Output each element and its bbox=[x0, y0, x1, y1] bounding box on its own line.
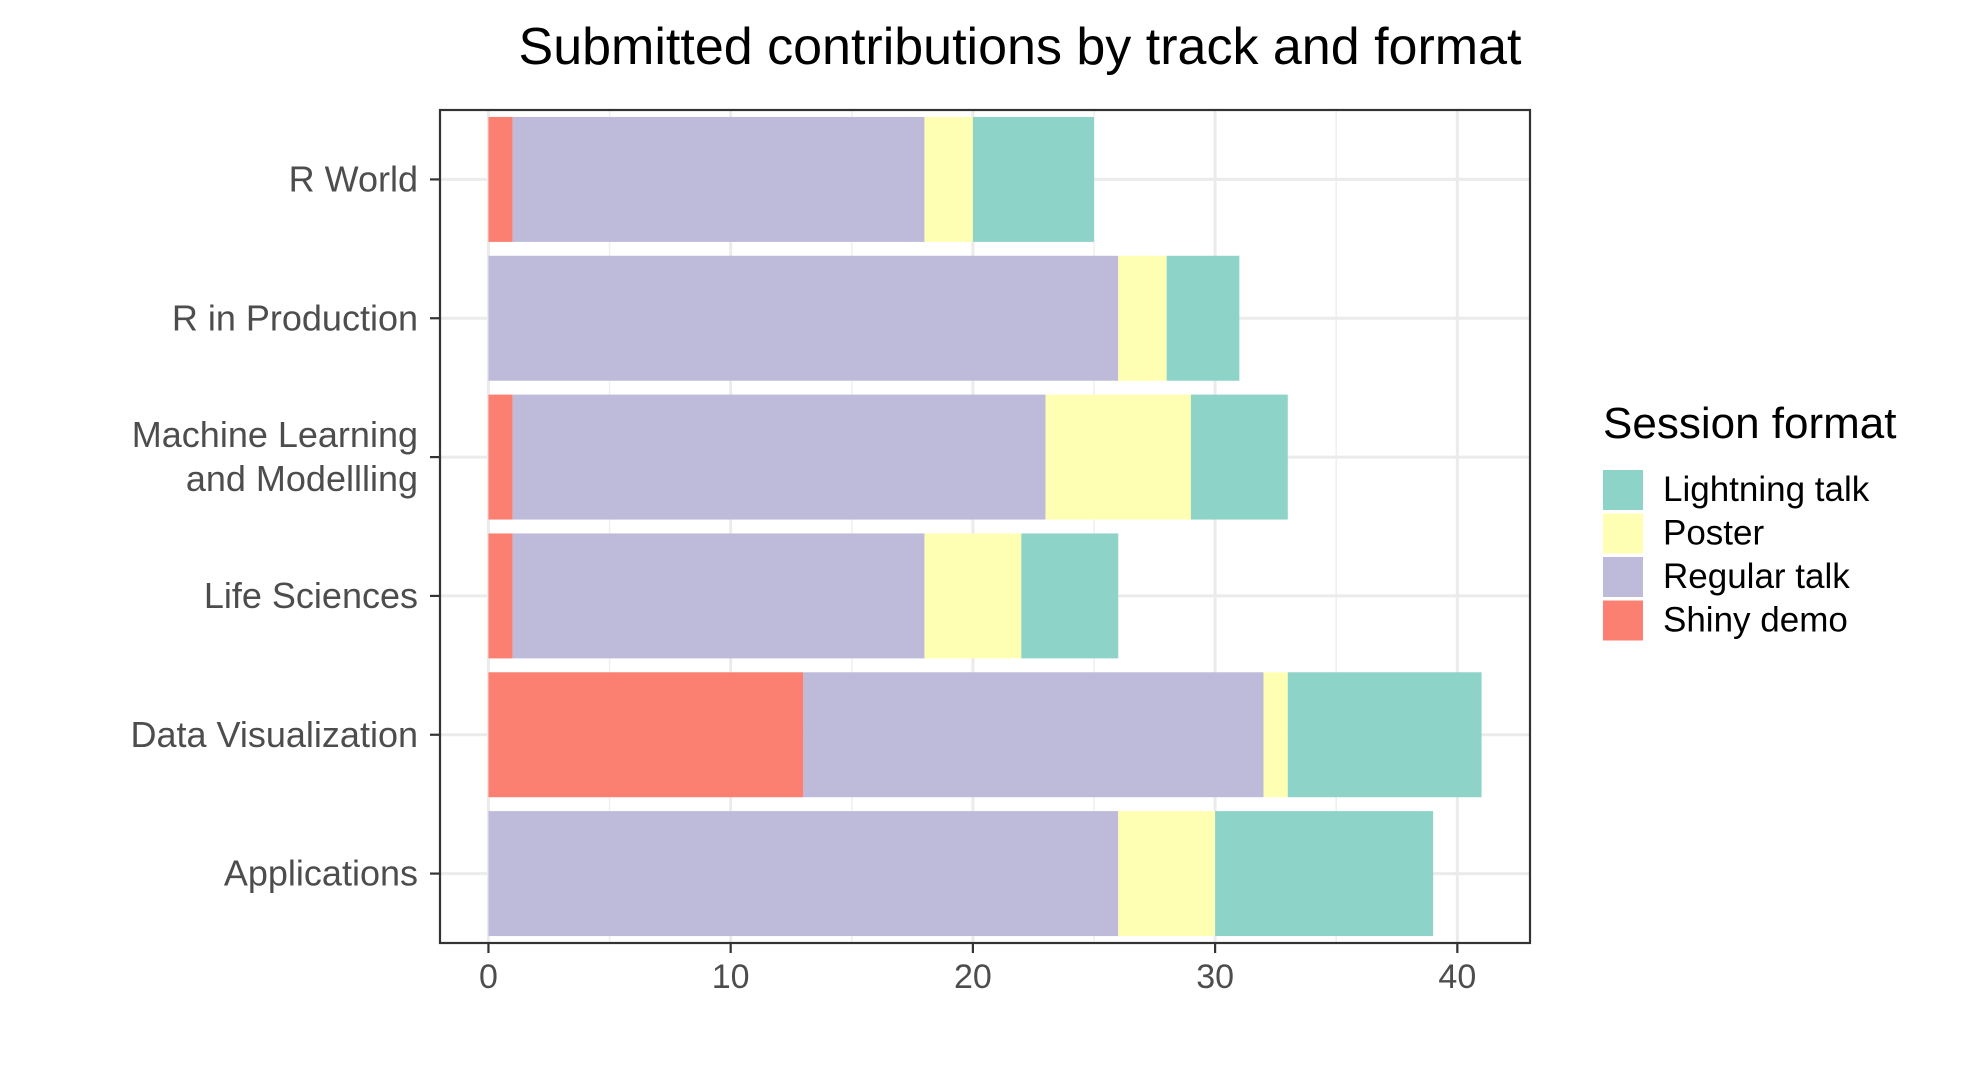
bar-segment-poster bbox=[924, 116, 973, 242]
legend-label: Regular talk bbox=[1663, 557, 1850, 596]
legend-label: Poster bbox=[1663, 514, 1764, 553]
bar-segment-regular-talk bbox=[512, 533, 925, 659]
y-tick-label: R in Production bbox=[172, 297, 418, 338]
bar-segment-lightning-talk bbox=[1021, 533, 1119, 659]
bar-segment-poster bbox=[1118, 811, 1216, 937]
y-tick-label: Data Visualization bbox=[130, 714, 418, 755]
x-tick-label: 20 bbox=[954, 958, 992, 996]
bar-segment-lightning-talk bbox=[1215, 811, 1434, 937]
legend: Session format Lightning talk Poster Regula… bbox=[1603, 399, 1896, 641]
legend-key bbox=[1603, 513, 1643, 554]
bar-segment-poster bbox=[924, 533, 1022, 659]
chart-title: Submitted contributions by track and for… bbox=[519, 18, 1522, 76]
bar-segment-poster bbox=[1045, 394, 1191, 520]
x-tick-label: 0 bbox=[479, 958, 498, 996]
bar-segment-shiny-demo bbox=[488, 394, 513, 520]
bar-segment-regular-talk bbox=[512, 116, 925, 242]
y-tick-label: Machine Learning and Modellling bbox=[132, 414, 418, 499]
y-tick-label: Life Sciences bbox=[204, 575, 418, 616]
bar-segment-lightning-talk bbox=[972, 116, 1094, 242]
bar-segment-poster bbox=[1118, 255, 1167, 381]
bar-segment-shiny-demo bbox=[488, 116, 513, 242]
bar-segment-lightning-talk bbox=[1190, 394, 1288, 520]
bar-segment-regular-talk bbox=[803, 672, 1264, 798]
bar-segment-shiny-demo bbox=[488, 533, 513, 659]
bar-segment-lightning-talk bbox=[1287, 672, 1482, 798]
legend-key bbox=[1603, 557, 1643, 597]
x-tick-label: 10 bbox=[712, 958, 750, 996]
bar-segment-poster bbox=[1263, 672, 1288, 798]
panel-border bbox=[438, 108, 1532, 945]
y-tick-label: R World bbox=[289, 158, 418, 199]
legend-label: Lightning talk bbox=[1663, 470, 1870, 509]
y-tick-label: Applications bbox=[224, 853, 418, 894]
legend-key bbox=[1603, 470, 1643, 510]
bar-segment-shiny-demo bbox=[488, 672, 804, 798]
bar-segment-lightning-talk bbox=[1166, 255, 1240, 381]
legend-title: Session format bbox=[1603, 399, 1896, 448]
plot-panel bbox=[440, 110, 1530, 943]
bars bbox=[488, 116, 1482, 937]
bar-segment-regular-talk bbox=[488, 255, 1119, 381]
bar-segment-regular-talk bbox=[488, 811, 1119, 937]
x-tick-label: 40 bbox=[1438, 958, 1476, 996]
bar-segment-regular-talk bbox=[512, 394, 1046, 520]
axes: 0 10 20 30 40 R World R in Production Machine L… bbox=[130, 108, 1532, 996]
legend-key bbox=[1603, 600, 1643, 641]
legend-label: Shiny demo bbox=[1663, 601, 1848, 640]
x-tick-label: 30 bbox=[1196, 958, 1234, 996]
